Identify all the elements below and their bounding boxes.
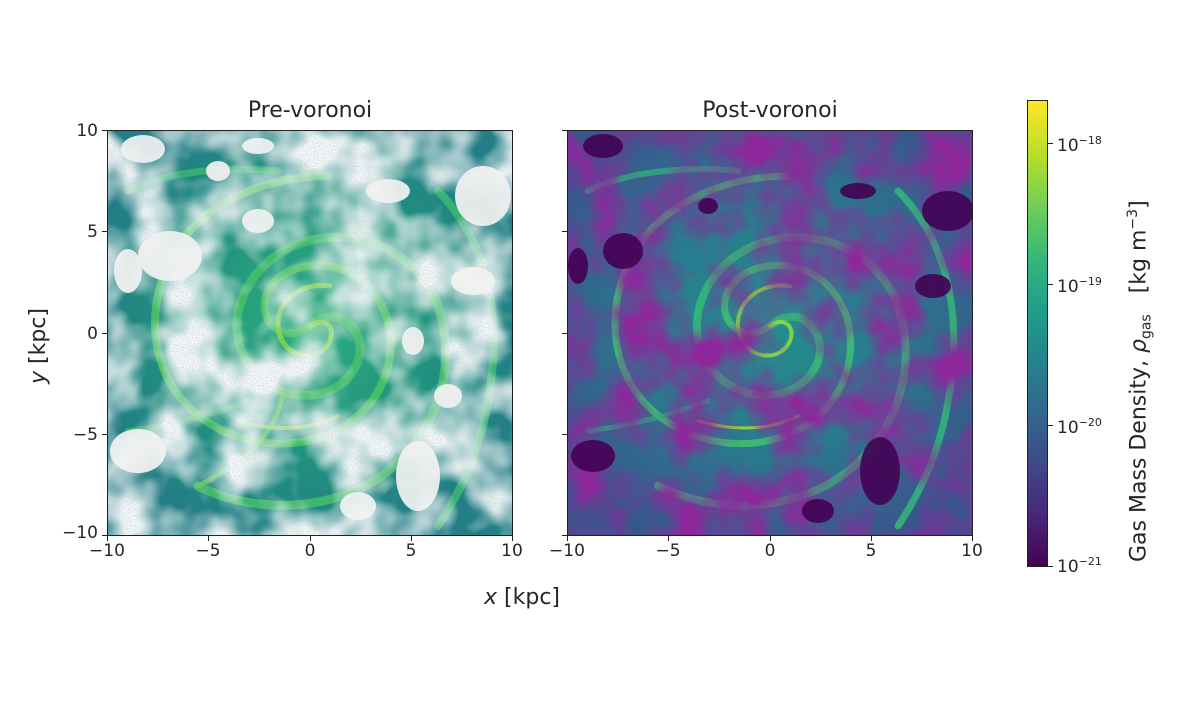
y-tick-label: −10	[62, 523, 98, 543]
x-tick-mark	[770, 536, 771, 541]
colorbar	[1027, 100, 1048, 567]
x-axis-label: x [kpc]	[484, 585, 560, 610]
x-tick-label: 0	[764, 541, 776, 561]
x-tick-mark	[567, 536, 568, 541]
x-tick-mark	[411, 536, 412, 541]
panel-title-post-voronoi: Post-voronoi	[702, 98, 838, 123]
y-tick-mark	[562, 130, 567, 131]
colorbar-tick-label: 10−21	[1057, 555, 1102, 577]
x-tick-mark	[107, 536, 108, 541]
colorbar-label: Gas Mass Density, ρgas [kg m−3]	[1125, 200, 1155, 562]
y-tick-mark	[562, 333, 567, 334]
y-axis-unit: [kpc]	[26, 308, 51, 371]
colorbar-tick	[1048, 425, 1053, 426]
y-tick-mark	[562, 535, 567, 536]
x-tick-label: −5	[655, 541, 681, 561]
y-tick-mark	[562, 434, 567, 435]
y-tick-mark	[562, 231, 567, 232]
colorbar-tick	[1048, 566, 1053, 567]
x-tick-mark	[512, 536, 513, 541]
x-axis-unit: [kpc]	[497, 585, 560, 610]
x-tick-label: −5	[195, 541, 221, 561]
colorbar-tick	[1048, 143, 1053, 144]
x-tick-mark	[871, 536, 872, 541]
y-tick-label: 10	[76, 121, 98, 141]
x-tick-label: 10	[501, 541, 523, 561]
y-axis-variable: y	[26, 370, 51, 384]
panel-title-pre-voronoi: Pre-voronoi	[247, 98, 373, 123]
x-tick-mark	[668, 536, 669, 541]
x-tick-label: 0	[304, 541, 316, 561]
x-tick-label: 5	[865, 541, 877, 561]
y-tick-mark	[102, 130, 107, 131]
x-tick-label: −10	[549, 541, 585, 561]
y-tick-mark	[102, 333, 107, 334]
colorbar-tick	[1048, 284, 1053, 285]
y-tick-label: 0	[87, 324, 98, 344]
colorbar-tick-label: 10−18	[1057, 134, 1102, 156]
heatmap-pre-voronoi	[107, 130, 513, 536]
x-tick-mark	[208, 536, 209, 541]
y-tick-mark	[102, 231, 107, 232]
x-axis-variable: x	[484, 585, 498, 610]
colorbar-tick-label: 10−19	[1057, 275, 1102, 297]
y-tick-label: 5	[87, 222, 98, 242]
x-tick-mark	[310, 536, 311, 541]
colorbar-tick-label: 10−20	[1057, 416, 1102, 438]
y-axis-label: y [kpc]	[26, 308, 51, 384]
x-tick-label: −10	[89, 541, 125, 561]
y-tick-mark	[102, 434, 107, 435]
heatmap-post-voronoi	[567, 130, 973, 536]
x-tick-label: 10	[961, 541, 983, 561]
x-tick-label: 5	[405, 541, 417, 561]
y-tick-label: −5	[72, 425, 98, 445]
y-tick-mark	[102, 535, 107, 536]
x-tick-mark	[972, 536, 973, 541]
